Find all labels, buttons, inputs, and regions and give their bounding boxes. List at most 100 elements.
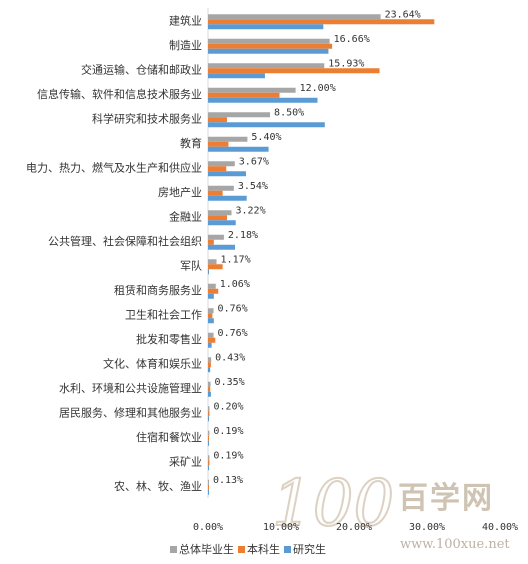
- data-label: 15.93%: [328, 58, 364, 69]
- data-label: 3.67%: [239, 156, 269, 167]
- bar-overall: [208, 430, 210, 436]
- category-label: 金融业: [169, 209, 202, 223]
- bar-overall: [208, 381, 211, 387]
- data-label: 0.43%: [215, 352, 245, 363]
- bar-undergrad: [208, 19, 435, 25]
- category-label: 交通运输、仓储和邮政业: [81, 62, 202, 76]
- bar-overall: [208, 234, 224, 240]
- legend-swatch: [238, 546, 245, 553]
- bar-graduate: [208, 416, 209, 422]
- data-label: 3.54%: [238, 181, 268, 192]
- bar-undergrad: [208, 141, 229, 147]
- bar-undergrad: [208, 68, 380, 74]
- x-tick-label: 20.00%: [336, 522, 372, 533]
- category-label: 教育: [180, 136, 202, 150]
- bar-overall: [208, 161, 235, 167]
- bar-undergrad: [208, 215, 227, 221]
- data-label: 1.17%: [221, 254, 251, 265]
- category-label: 住宿和餐饮业: [136, 430, 202, 444]
- category-label: 居民服务、修理和其他服务业: [59, 405, 202, 419]
- bar-graduate: [208, 97, 318, 103]
- bar-overall: [208, 406, 210, 412]
- bar-graduate: [208, 73, 265, 79]
- bar-overall: [208, 210, 232, 216]
- bar-undergrad: [208, 460, 210, 466]
- x-axis: 0.00% 10.00% 20.00% 30.00% 40.00%: [193, 522, 518, 533]
- bar-overall: [208, 14, 381, 20]
- bar-overall: [208, 87, 296, 93]
- bar-graduate: [208, 342, 212, 348]
- category-label: 公共管理、社会保障和社会组织: [48, 234, 202, 248]
- data-label: 16.66%: [334, 34, 370, 45]
- bar-undergrad: [208, 264, 223, 270]
- bar-undergrad: [208, 386, 211, 392]
- bar-graduate: [208, 367, 211, 373]
- data-label: 5.40%: [251, 132, 281, 143]
- bar-overall: [208, 112, 271, 118]
- data-label: 0.13%: [213, 475, 243, 486]
- category-label: 水利、环境和公共设施管理业: [59, 381, 202, 395]
- bar-graduate: [208, 293, 214, 299]
- bar-graduate: [208, 146, 269, 152]
- bar-overall: [208, 185, 234, 191]
- bar-undergrad: [208, 166, 227, 172]
- bar-undergrad: [208, 484, 209, 490]
- category-label: 科学研究和技术服务业: [92, 111, 202, 125]
- bar-undergrad: [208, 313, 213, 319]
- watermark-brand: 百学网: [398, 481, 494, 516]
- watermark-url: www.100xue.net: [400, 537, 510, 552]
- category-label: 电力、热力、燃气及水生产和供应业: [26, 160, 202, 174]
- data-label: 0.35%: [215, 377, 245, 388]
- bar-graduate: [208, 195, 247, 201]
- bar-undergrad: [208, 337, 216, 343]
- data-label: 0.19%: [213, 450, 243, 461]
- data-label: 8.50%: [274, 107, 304, 118]
- bar-undergrad: [208, 190, 223, 196]
- category-label: 房地产业: [158, 185, 202, 199]
- category-label: 卫生和社会工作: [125, 307, 202, 321]
- bar-undergrad: [208, 239, 214, 245]
- legend-swatch: [170, 546, 177, 553]
- category-label: 农、林、牧、渔业: [114, 479, 202, 493]
- bar-graduate: [208, 318, 214, 324]
- data-label: 23.64%: [385, 9, 421, 20]
- data-label: 12.00%: [300, 83, 336, 94]
- data-label: 3.22%: [236, 205, 266, 216]
- legend-label: 研究生: [293, 542, 326, 556]
- bar-graduate: [208, 24, 324, 30]
- data-label: 0.76%: [218, 328, 248, 339]
- bar-overall: [208, 455, 210, 461]
- bar-graduate: [208, 171, 246, 177]
- bar-graduate: [208, 489, 209, 495]
- data-label: 0.19%: [213, 426, 243, 437]
- category-label: 租赁和商务服务业: [114, 283, 202, 297]
- data-label: 1.06%: [220, 279, 250, 290]
- bar-graduate: [208, 440, 209, 446]
- bar-overall: [208, 479, 209, 485]
- bar-overall: [208, 38, 330, 44]
- bar-overall: [208, 308, 214, 314]
- bar-graduate: [208, 391, 211, 397]
- bar-graduate: [208, 220, 236, 226]
- bar-graduate: [208, 269, 209, 275]
- watermark-number: 100: [272, 467, 394, 541]
- bar-graduate: [208, 244, 236, 250]
- bar-overall: [208, 357, 212, 363]
- bar-undergrad: [208, 435, 209, 441]
- bar-overall: [208, 259, 217, 265]
- plot-area: 建筑业 23.64% 制造业 16.66% 交通运输、仓储和邮政业 15.93% 信息传输、…: [26, 8, 435, 498]
- x-tick-label: 10.00%: [263, 522, 299, 533]
- bar-graduate: [208, 122, 325, 128]
- bar-undergrad: [208, 43, 333, 49]
- category-label: 采矿业: [169, 455, 202, 468]
- watermark-logo: 100 百学网 www.100xue.net: [271, 466, 510, 552]
- category-label: 建筑业: [169, 13, 202, 27]
- category-label: 文化、体育和娱乐业: [103, 356, 202, 370]
- legend-swatch: [284, 546, 291, 553]
- data-label: 0.20%: [213, 401, 243, 412]
- bar-overall: [208, 63, 325, 69]
- category-label: 军队: [180, 258, 202, 272]
- bar-undergrad: [208, 92, 280, 98]
- x-tick-label: 30.00%: [409, 522, 445, 533]
